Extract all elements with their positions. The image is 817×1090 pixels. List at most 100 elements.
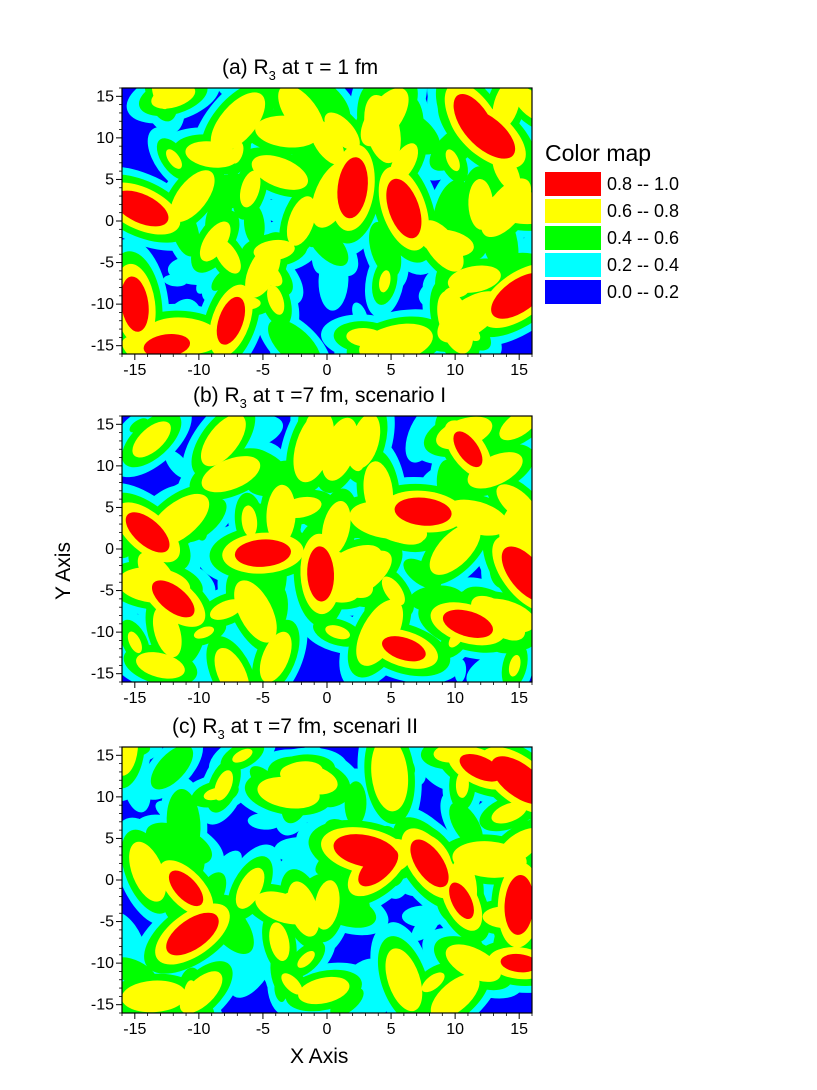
contour-region-level-4 (504, 874, 532, 935)
contour-region-level-3 (321, 417, 358, 481)
y-tick-label: -15 (91, 997, 114, 1014)
contour-region-level-3 (371, 747, 409, 812)
x-tick-label: 0 (323, 690, 332, 707)
contour-region-level-3 (210, 92, 266, 153)
y-tick-label: 0 (105, 213, 114, 230)
contour-region-level-2 (150, 747, 194, 790)
y-tick-label: -5 (100, 583, 114, 600)
x-tick-label: -5 (256, 690, 270, 707)
legend-entry: 0.8 -- 1.0 (545, 172, 785, 197)
x-axis-label: X Axis (290, 1045, 349, 1068)
legend-entry: 0.0 -- 0.2 (545, 280, 785, 305)
contour-region-level-4 (500, 953, 532, 973)
panel-a-contour-plot: -15 -10 -5 0 5 10 15 -15 -10 -5 0 5 10 15 (91, 87, 533, 379)
contour-region-level-3 (363, 461, 394, 521)
contour-region-level-4 (394, 497, 452, 526)
contour-region-level-3 (346, 327, 385, 347)
y-tick-label: 5 (105, 499, 114, 516)
contour-region-level-3 (269, 922, 290, 962)
y-tick-label: -5 (100, 914, 114, 931)
panel-c-title-subscript: 3 (217, 727, 225, 742)
legend-swatch (545, 226, 601, 250)
x-tick-label: 0 (323, 362, 332, 379)
contour-region-level-3 (280, 761, 323, 783)
contour-region-level-3 (447, 265, 501, 293)
contour-region-level-1 (163, 274, 187, 287)
x-tick-label: -10 (187, 362, 210, 379)
x-tick-label: -15 (123, 362, 146, 379)
contour-region-level-3 (381, 576, 405, 606)
contour-region-level-3 (339, 550, 392, 598)
contour-region-level-3 (508, 654, 521, 677)
x-tick-label: -5 (256, 362, 270, 379)
contour-region-level-4 (501, 546, 532, 602)
panel-a-title: (a) R3 at τ = 1 fm (222, 56, 379, 83)
contour-region-level-4 (166, 912, 219, 956)
legend-swatch (545, 280, 601, 304)
contour-region-level-3 (151, 88, 196, 109)
contour-region-level-4 (337, 157, 368, 219)
contour-region-level-3 (298, 976, 350, 1005)
contour-region-level-3 (127, 631, 142, 654)
contour-region-level-3 (281, 973, 303, 995)
panel-b-title-subscript: 3 (239, 396, 247, 411)
y-tick-label: -10 (91, 624, 114, 641)
contour-region-level-4 (358, 848, 399, 887)
legend-range: 0.6 -- 0.8 (607, 201, 680, 221)
contour-region-level-3 (170, 170, 215, 222)
contour-region-level-3 (481, 178, 532, 238)
y-tick-label: -5 (100, 255, 114, 272)
x-tick-label: -10 (187, 1021, 210, 1038)
contour-region-level-4 (125, 512, 170, 553)
contour-region-level-4 (459, 108, 516, 159)
contour-region-level-3 (259, 631, 292, 682)
contour-region-level-3 (492, 88, 521, 130)
y-tick-label: 0 (105, 541, 114, 558)
legend-swatch (545, 199, 601, 223)
contour-region-level-3 (234, 580, 277, 643)
contour-region-level-3 (239, 170, 261, 208)
contour-region-level-3 (325, 625, 350, 640)
x-tick-label: 15 (510, 690, 528, 707)
contour-region-level-3 (512, 88, 532, 122)
y-tick-label: -10 (91, 955, 114, 972)
legend-swatch (545, 172, 601, 196)
contour-region-level-3 (379, 270, 391, 293)
contour-region-level-3 (179, 971, 223, 1013)
y-tick-label: 10 (96, 130, 114, 147)
x-tick-label: 10 (446, 1021, 464, 1038)
panel-c-contour-plot: -15 -10 -5 0 5 10 15 -15 -10 -5 0 5 10 15 (91, 746, 533, 1038)
contour-region-level-3 (214, 647, 250, 682)
contour-region-level-3 (185, 141, 238, 168)
x-tick-label: -10 (187, 690, 210, 707)
legend-range: 0.4 -- 0.6 (607, 228, 680, 248)
contour-region-level-3 (281, 496, 322, 519)
color-map-legend: Color map 0.8 -- 1.0 0.6 -- 0.8 0.4 -- 0… (545, 140, 795, 320)
legend-swatch (545, 253, 601, 277)
contour-region-level-3 (467, 452, 523, 489)
contour-region-level-3 (200, 416, 246, 467)
panel-c-title-suffix: at τ =7 fm, scenari II (224, 715, 419, 738)
x-tick-label: 15 (510, 362, 528, 379)
x-tick-label: 5 (387, 1021, 396, 1038)
contour-region-level-3 (166, 149, 182, 169)
contour-region-level-4 (410, 839, 449, 888)
y-tick-label: 10 (96, 789, 114, 806)
contour-region-level-4 (216, 296, 246, 345)
contour-region-level-3 (201, 456, 261, 493)
panel-a-title-suffix: at τ = 1 fm (275, 56, 379, 79)
contour-region-level-3 (491, 802, 527, 824)
contour-region-level-2 (129, 418, 148, 433)
contour-region-level-3 (429, 523, 481, 575)
contour-region-level-2 (166, 789, 201, 858)
y-tick-label: 5 (105, 171, 114, 188)
contour-region-level-4 (234, 539, 291, 567)
x-tick-label: -15 (123, 690, 146, 707)
y-tick-label: -15 (91, 338, 114, 355)
contour-region-level-3 (445, 944, 501, 982)
legend-entry: 0.4 -- 0.6 (545, 226, 785, 251)
y-tick-label: 15 (96, 416, 114, 433)
contour-region-level-4 (307, 546, 335, 602)
legend-range: 0.8 -- 1.0 (607, 174, 680, 194)
